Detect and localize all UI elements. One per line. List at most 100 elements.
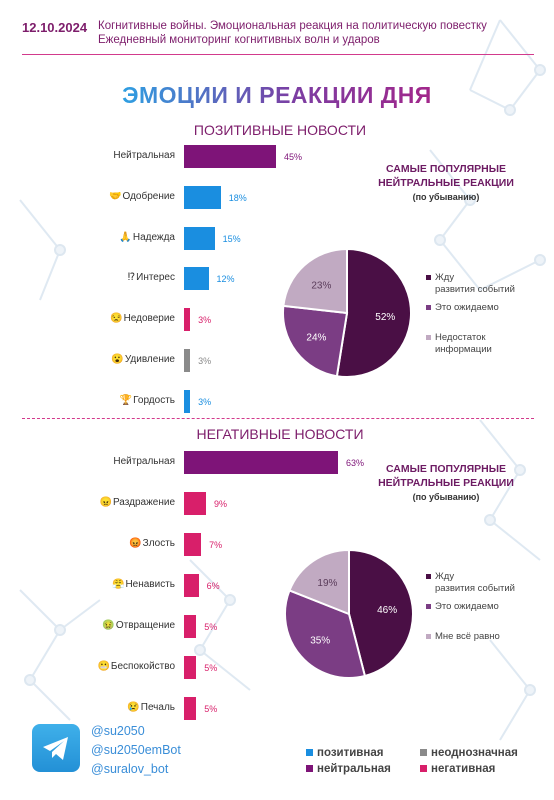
bar-category-text: Интерес bbox=[136, 272, 175, 284]
bar bbox=[184, 574, 199, 597]
pie-legend-text: Мне всё равно bbox=[435, 631, 500, 642]
bar-category-label: 🏆Гордость bbox=[25, 395, 175, 406]
handle-su2050embot[interactable]: @su2050emBot bbox=[91, 743, 181, 757]
pie-slice-label: 35% bbox=[310, 635, 330, 646]
bar bbox=[184, 389, 191, 413]
bar-category-label: 😒Недоверие bbox=[25, 313, 175, 324]
emotion-icon: 🏆 bbox=[119, 394, 133, 406]
network-line bbox=[499, 689, 531, 741]
bar-category-label: Нейтральная bbox=[25, 150, 175, 161]
pie-legend-item: Мне всё равно bbox=[426, 631, 500, 643]
pie-slice bbox=[282, 304, 349, 378]
pie-legend-text: Недостаток информации bbox=[435, 332, 492, 355]
telegram-icon bbox=[43, 737, 68, 760]
pie-legend-item: Это ожидаемо bbox=[426, 601, 499, 613]
pie-legend-item: Жду развития событий bbox=[426, 571, 515, 595]
negative-pie-chart: 46% 35% 19% bbox=[284, 548, 414, 679]
handle-su2050[interactable]: @su2050 bbox=[91, 724, 145, 738]
bar bbox=[184, 267, 209, 291]
bar-category-text: Надежда bbox=[132, 231, 175, 243]
network-line bbox=[429, 149, 471, 201]
positive-section-title: ПОЗИТИВНЫЕ НОВОСТИ bbox=[193, 122, 367, 138]
network-line bbox=[439, 199, 471, 241]
page-title: ЭМОЦИИ И РЕАКЦИИ ДНЯ bbox=[122, 82, 432, 108]
bar-category-text: Злость bbox=[142, 538, 175, 549]
legend-swatch bbox=[426, 633, 431, 639]
bar bbox=[184, 697, 197, 720]
emotion-icon: 🤢 bbox=[102, 620, 115, 631]
bar-category-label: 🙏Надежда bbox=[25, 232, 175, 243]
bar-category-text: Раздражение bbox=[112, 497, 175, 508]
emotion-icon: 🤝 bbox=[109, 190, 122, 202]
pie-slice-label: 19% bbox=[317, 578, 337, 589]
network-line bbox=[469, 89, 511, 111]
network-line bbox=[189, 559, 231, 601]
network-line bbox=[29, 629, 61, 681]
bar-value-label: 6% bbox=[206, 581, 220, 591]
network-line bbox=[499, 19, 541, 71]
network-node bbox=[534, 64, 546, 76]
positive-pie-chart: 52% 24% 23% bbox=[282, 247, 412, 378]
pie-legend-text: Жду развития событий bbox=[435, 571, 515, 594]
network-line bbox=[489, 639, 531, 691]
legend-swatch bbox=[426, 573, 431, 579]
network-node bbox=[534, 254, 546, 266]
bar-category-text: Нейтральная bbox=[113, 150, 175, 161]
bar bbox=[184, 533, 202, 556]
pie-slice bbox=[348, 548, 414, 678]
bar-category-text: Нейтральная bbox=[113, 456, 175, 467]
bar-value-label: 3% bbox=[198, 315, 212, 326]
legend-negative: негативная bbox=[420, 763, 495, 775]
bar-value-label: 45% bbox=[284, 152, 303, 162]
bar-value-label: 63% bbox=[346, 458, 365, 468]
bar-value-label: 9% bbox=[214, 499, 228, 509]
bar-value-label: 7% bbox=[209, 540, 223, 550]
pie-slice bbox=[282, 247, 348, 315]
bar-category-text: Печаль bbox=[140, 702, 175, 713]
network-node bbox=[194, 644, 206, 656]
bar bbox=[184, 185, 221, 209]
bar-value-label: 18% bbox=[228, 192, 247, 203]
network-line bbox=[469, 19, 501, 91]
pie-legend-text: Это ожидаемо bbox=[435, 601, 499, 612]
handle-suralov-bot[interactable]: @suralov_bot bbox=[91, 762, 169, 776]
network-line bbox=[29, 679, 71, 721]
network-node bbox=[484, 514, 496, 526]
legend-positive: позитивная bbox=[306, 747, 383, 759]
bar bbox=[184, 615, 197, 638]
bar bbox=[184, 492, 206, 515]
legend-swatch bbox=[426, 304, 431, 310]
pie-slice-label: 46% bbox=[377, 605, 397, 616]
negative-section-title: НЕГАТИВНЫЕ НОВОСТИ bbox=[196, 426, 364, 442]
bar-category-label: 🤝Одобрение bbox=[25, 191, 175, 202]
bar bbox=[184, 656, 197, 679]
telegram-logo[interactable] bbox=[32, 724, 80, 772]
legend-neutral: нейтральная bbox=[306, 763, 391, 775]
emotion-icon: 😮 bbox=[111, 354, 124, 365]
bar bbox=[184, 349, 191, 372]
network-line bbox=[479, 419, 521, 471]
bar-value-label: 12% bbox=[216, 274, 235, 285]
bar-value-label: 3% bbox=[198, 396, 212, 407]
bar-value-label: 5% bbox=[204, 663, 218, 673]
bar bbox=[184, 145, 276, 168]
bar-category-label: 😤Ненависть bbox=[25, 579, 175, 590]
section-divider bbox=[22, 418, 534, 419]
network-line bbox=[39, 249, 61, 301]
network-line bbox=[439, 239, 481, 291]
network-line bbox=[489, 469, 521, 521]
network-line bbox=[19, 589, 61, 631]
bar-category-label: 😬Беспокойство bbox=[25, 661, 175, 672]
report-date: 12.10.2024 bbox=[22, 20, 88, 35]
bar-category-text: Недоверие bbox=[123, 313, 175, 325]
header-divider bbox=[22, 54, 534, 55]
bar-value-label: 5% bbox=[204, 622, 218, 632]
network-line bbox=[199, 599, 231, 651]
bar bbox=[184, 308, 191, 332]
network-node bbox=[54, 624, 66, 636]
network-line bbox=[199, 649, 251, 691]
pie-slice bbox=[335, 247, 412, 378]
emotion-icon: 😒 bbox=[110, 313, 123, 325]
bar-category-label: 🤢Отвращение bbox=[25, 620, 175, 631]
